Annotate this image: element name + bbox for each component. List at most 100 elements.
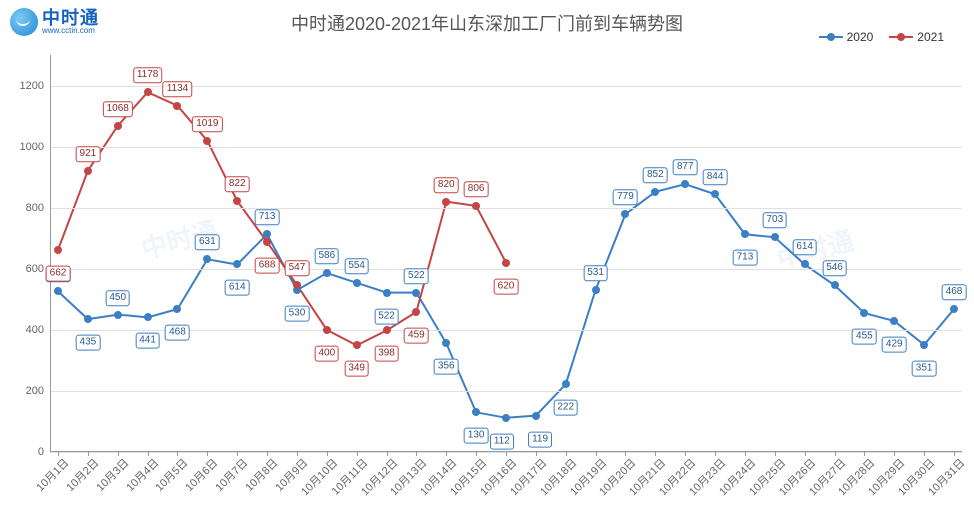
data-point bbox=[562, 380, 570, 388]
legend-marker bbox=[889, 36, 913, 38]
data-label: 614 bbox=[225, 280, 250, 296]
legend: 2020 2021 bbox=[819, 30, 944, 44]
data-label: 852 bbox=[643, 167, 668, 183]
data-point bbox=[472, 202, 480, 210]
data-label: 662 bbox=[46, 265, 71, 281]
data-label: 351 bbox=[912, 360, 937, 376]
data-label: 429 bbox=[882, 337, 907, 353]
y-tick-label: 1200 bbox=[20, 80, 50, 92]
data-label: 844 bbox=[703, 169, 728, 185]
data-point bbox=[412, 308, 420, 316]
data-point bbox=[592, 286, 600, 294]
data-label: 468 bbox=[942, 284, 967, 300]
x-tick bbox=[924, 452, 925, 456]
data-label: 820 bbox=[434, 177, 459, 193]
x-tick bbox=[237, 452, 238, 456]
x-tick bbox=[596, 452, 597, 456]
data-label: 1068 bbox=[103, 101, 133, 117]
data-label: 713 bbox=[255, 209, 280, 225]
data-point bbox=[263, 238, 271, 246]
data-label: 779 bbox=[613, 189, 638, 205]
data-point bbox=[203, 137, 211, 145]
data-point bbox=[173, 305, 181, 313]
data-label: 1019 bbox=[192, 116, 222, 132]
data-label: 119 bbox=[528, 431, 552, 447]
data-label: 614 bbox=[792, 240, 817, 256]
data-point bbox=[920, 341, 928, 349]
data-point bbox=[233, 260, 241, 268]
data-point bbox=[323, 269, 331, 277]
x-tick bbox=[805, 452, 806, 456]
data-label: 130 bbox=[464, 428, 489, 444]
data-point bbox=[54, 246, 62, 254]
data-label: 631 bbox=[195, 234, 220, 250]
data-label: 620 bbox=[494, 278, 519, 294]
x-tick bbox=[835, 452, 836, 456]
data-label: 1134 bbox=[163, 81, 193, 97]
x-tick bbox=[297, 452, 298, 456]
data-point bbox=[532, 412, 540, 420]
data-point bbox=[173, 102, 181, 110]
data-point bbox=[831, 281, 839, 289]
y-tick-label: 400 bbox=[26, 324, 50, 336]
data-point bbox=[950, 305, 958, 313]
data-label: 441 bbox=[135, 333, 160, 349]
x-tick bbox=[267, 452, 268, 456]
data-point bbox=[84, 167, 92, 175]
x-tick bbox=[446, 452, 447, 456]
data-point bbox=[860, 309, 868, 317]
x-tick bbox=[148, 452, 149, 456]
x-tick bbox=[327, 452, 328, 456]
x-tick bbox=[506, 452, 507, 456]
legend-item: 2021 bbox=[889, 30, 944, 44]
gridline bbox=[50, 391, 962, 392]
data-label: 112 bbox=[490, 433, 514, 449]
data-point bbox=[203, 255, 211, 263]
data-point bbox=[651, 188, 659, 196]
data-label: 921 bbox=[76, 146, 101, 162]
data-point bbox=[502, 414, 510, 422]
x-tick bbox=[387, 452, 388, 456]
data-point bbox=[890, 317, 898, 325]
x-tick bbox=[954, 452, 955, 456]
data-point bbox=[472, 408, 480, 416]
data-point bbox=[323, 326, 331, 334]
data-point bbox=[353, 341, 361, 349]
x-tick bbox=[88, 452, 89, 456]
data-label: 400 bbox=[314, 345, 339, 361]
x-tick bbox=[655, 452, 656, 456]
y-tick-label: 200 bbox=[26, 385, 50, 397]
data-label: 522 bbox=[374, 308, 399, 324]
gridline bbox=[50, 208, 962, 209]
y-tick-label: 0 bbox=[38, 446, 50, 458]
data-point bbox=[711, 190, 719, 198]
legend-label: 2020 bbox=[847, 30, 874, 44]
data-point bbox=[114, 311, 122, 319]
series-line bbox=[58, 184, 954, 418]
data-label: 822 bbox=[225, 176, 250, 192]
data-point bbox=[502, 259, 510, 267]
data-point bbox=[383, 289, 391, 297]
x-tick bbox=[685, 452, 686, 456]
data-point bbox=[144, 88, 152, 96]
x-tick bbox=[625, 452, 626, 456]
x-tick bbox=[177, 452, 178, 456]
data-label: 435 bbox=[76, 335, 101, 351]
data-label: 547 bbox=[285, 260, 310, 276]
data-label: 586 bbox=[314, 248, 339, 264]
data-point bbox=[84, 315, 92, 323]
x-tick bbox=[416, 452, 417, 456]
y-tick-label: 1000 bbox=[20, 141, 50, 153]
data-point bbox=[771, 233, 779, 241]
data-label: 713 bbox=[733, 250, 758, 266]
data-label: 455 bbox=[852, 329, 877, 345]
data-point bbox=[353, 279, 361, 287]
data-point bbox=[383, 326, 391, 334]
data-point bbox=[293, 281, 301, 289]
x-tick bbox=[715, 452, 716, 456]
data-point bbox=[233, 197, 241, 205]
data-point bbox=[442, 339, 450, 347]
data-point bbox=[144, 313, 152, 321]
data-label: 806 bbox=[464, 181, 489, 197]
data-label: 356 bbox=[434, 359, 459, 375]
